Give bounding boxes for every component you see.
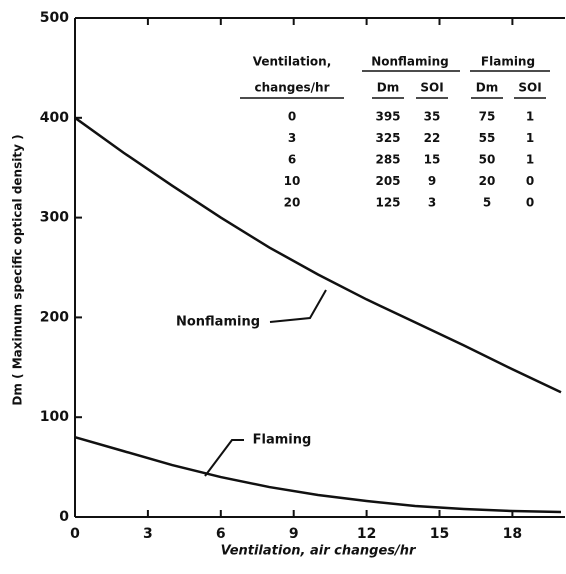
table-cell: 15 [424,153,441,167]
table-cell: 20 [479,174,496,188]
table-cell: 395 [375,110,400,124]
table-cell: 6 [288,153,296,167]
y-tick-label: 500 [40,10,69,26]
table-cell: 3 [288,131,296,145]
x-tick-label: 0 [70,526,80,542]
table-cell: 75 [479,110,496,124]
x-tick-label: 18 [503,526,522,542]
table-cell: 1 [526,110,534,124]
y-tick-label: 200 [40,309,69,325]
table-cell: 35 [424,110,441,124]
x-tick-label: 9 [289,526,299,542]
table-subheader: changes/hr [254,81,329,95]
table-cell: 285 [375,153,400,167]
table-subheader: Dm [377,81,399,95]
annotation-arrow [204,439,244,477]
y-tick-label: 400 [40,110,69,126]
table-header: Ventilation, [253,55,332,69]
table-cell: 0 [526,196,534,210]
table-cell: 10 [284,174,301,188]
table-cell: 325 [375,131,400,145]
table-header: Nonflaming [371,55,449,69]
y-tick-label: 300 [40,210,69,226]
table-cell: 125 [375,196,400,210]
x-tick-label: 12 [357,526,376,542]
table-cell: 9 [428,174,436,188]
series-label: Nonflaming [176,315,260,330]
table-header: Flaming [481,55,535,69]
y-axis-label: Dm ( Maximum specific optical density ) [11,134,25,405]
table-cell: 22 [424,131,441,145]
x-axis-label: Ventilation, air changes/hr [221,544,417,559]
table-cell: 50 [479,153,496,167]
table-cell: 5 [483,196,491,210]
table-subheader: SOI [420,81,443,95]
annotation-arrow [269,289,327,323]
table-cell: 3 [428,196,436,210]
table-cell: 205 [375,174,400,188]
table-cell: 1 [526,131,534,145]
table-cell: 1 [526,153,534,167]
table-cell: 55 [479,131,496,145]
x-tick-label: 6 [216,526,226,542]
line-series [74,435,562,514]
y-tick-label: 0 [59,509,69,525]
table-subheader: SOI [518,81,541,95]
table-cell: 0 [526,174,534,188]
x-tick-label: 3 [143,526,153,542]
table-cell: 20 [284,196,301,210]
table-cell: 0 [288,110,296,124]
line-series [74,116,562,394]
table-subheader: Dm [476,81,498,95]
series-label: Flaming [253,433,312,448]
y-tick-label: 100 [40,409,69,425]
x-tick-label: 15 [430,526,449,542]
